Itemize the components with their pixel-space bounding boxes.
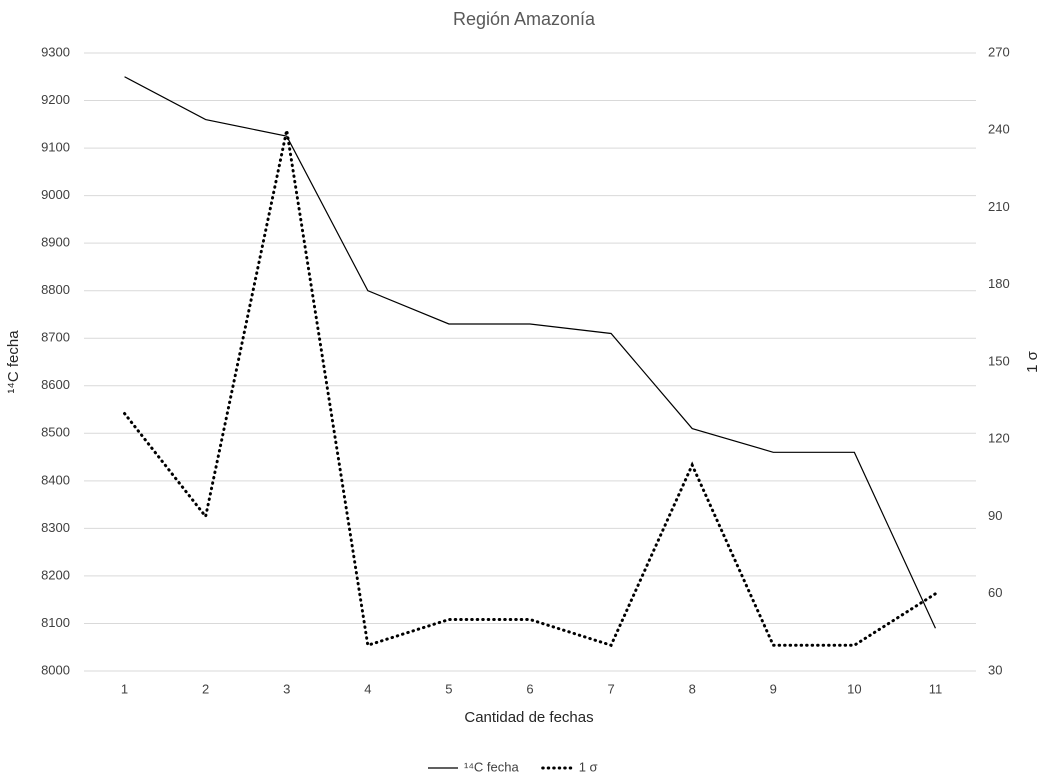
x-tick-label: 3 xyxy=(283,681,290,696)
x-tick-label: 2 xyxy=(202,681,209,696)
x-tick-label: 5 xyxy=(445,681,452,696)
x-tick-label: 7 xyxy=(607,681,614,696)
y2-tick-label: 270 xyxy=(988,44,1010,59)
x-tick-label: 4 xyxy=(364,681,371,696)
y-tick-label: 8300 xyxy=(41,520,70,535)
x-axis-title: Cantidad de fechas xyxy=(464,709,593,726)
x-tick-label: 9 xyxy=(770,681,777,696)
y2-tick-label: 120 xyxy=(988,431,1010,446)
y-tick-label: 8400 xyxy=(41,472,70,487)
y-tick-label: 8600 xyxy=(41,377,70,392)
x-tick-label: 1 xyxy=(121,681,128,696)
y-tick-label: 8000 xyxy=(41,662,70,677)
y-tick-label: 8700 xyxy=(41,330,70,345)
series-line xyxy=(124,76,936,629)
x-tick-label: 11 xyxy=(929,681,943,696)
y-tick-label: 8200 xyxy=(41,567,70,582)
y2-tick-label: 240 xyxy=(988,122,1010,137)
legend-label: 1 σ xyxy=(579,759,598,774)
y-tick-label: 9100 xyxy=(41,140,70,155)
y2-tick-label: 210 xyxy=(988,199,1010,214)
x-tick-label: 10 xyxy=(847,681,861,696)
series-line xyxy=(123,129,937,648)
x-tick-label: 6 xyxy=(526,681,533,696)
y-tick-label: 9000 xyxy=(41,187,70,202)
y-tick-label: 9200 xyxy=(41,92,70,107)
y-tick-label: 8900 xyxy=(41,235,70,250)
chart-title: Región Amazonía xyxy=(453,9,596,29)
y2-tick-label: 60 xyxy=(988,585,1002,600)
y-axis-title: ¹⁴C fecha xyxy=(5,330,22,394)
y-tick-label: 8800 xyxy=(41,282,70,297)
y2-tick-label: 150 xyxy=(988,353,1010,368)
y-tick-label: 8500 xyxy=(41,425,70,440)
y-tick-label: 9300 xyxy=(41,44,70,59)
x-tick-label: 8 xyxy=(689,681,696,696)
y2-tick-label: 30 xyxy=(988,662,1002,677)
y2-tick-label: 90 xyxy=(988,508,1002,523)
y2-tick-label: 180 xyxy=(988,276,1010,291)
legend-label: ¹⁴C fecha xyxy=(464,759,519,774)
y-tick-label: 8100 xyxy=(41,615,70,630)
y2-axis-title: 1 σ xyxy=(1024,350,1041,373)
